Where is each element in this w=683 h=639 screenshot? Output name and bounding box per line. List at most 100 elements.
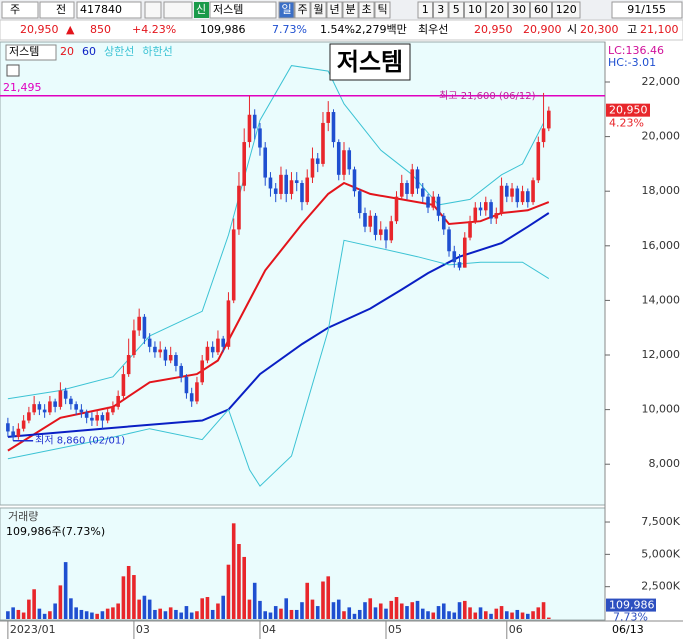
interval-button[interactable] [552,1,581,19]
candle-body [210,346,215,353]
calendar-icon[interactable] [6,64,20,77]
period-label: 틱 [377,3,387,16]
period-button[interactable] [294,1,311,19]
interval-button[interactable] [486,1,508,19]
volume-bar [410,602,415,619]
volume-bar [347,607,352,619]
volume-bar [6,611,10,619]
candle-body [6,423,10,432]
candle-body [231,229,236,301]
interval-button[interactable] [433,1,449,19]
interval-button[interactable] [508,1,530,19]
volume-bar [121,576,126,619]
candle-body [90,417,94,421]
amount: 2,279백만 [355,23,407,36]
candle-body [163,349,168,361]
candle-body [468,221,472,238]
candle-body [105,412,110,421]
candle-body [441,215,446,230]
period-button[interactable] [358,1,375,19]
interval-button[interactable] [530,1,552,19]
prev: 전 [56,3,66,16]
candle-body [48,401,52,413]
volume-bar [473,612,478,619]
period-button[interactable] [374,1,391,19]
candle-body [504,185,509,197]
candle-body [462,237,467,268]
volume-bar [200,598,204,619]
interval-button[interactable] [448,1,464,19]
candle-body [126,355,131,375]
volume-bar [237,544,241,619]
volume-bar [384,608,388,619]
candle-body [357,191,362,214]
candle-body [384,229,388,241]
volume-bar [126,565,131,619]
candle-body [389,221,394,241]
volume-bar [258,600,262,619]
volume-bar [163,611,168,619]
arrow: ▲ [66,23,75,36]
volume-bar [399,603,404,619]
volume-bar [147,599,152,619]
quote-bg [0,19,683,41]
period-label: 초 [361,3,371,16]
market-select[interactable] [1,1,39,19]
volume-bar [58,585,63,619]
code-input[interactable] [76,1,142,19]
current-change: 4.23% [609,117,644,130]
volume-bar [541,602,546,619]
volume-bar [336,599,341,619]
candle-body [111,406,115,413]
y-tick-label: 22,000 [642,75,681,88]
volume-bar [11,607,15,619]
volume-bar [420,608,425,619]
candle-body [195,382,199,402]
name-input[interactable] [209,1,277,19]
legend-series: 저스템 [9,45,39,58]
volume-bar [32,589,36,619]
volume-bar [305,582,310,619]
period-button[interactable] [342,1,359,19]
volume-bar [457,602,462,619]
search-button[interactable] [144,1,162,19]
candle-body [42,409,47,413]
volume-bar [415,600,420,619]
candle-body [268,177,273,189]
period-button[interactable] [310,1,327,19]
candle-body [37,404,42,410]
volume-bar [342,611,346,619]
interval-button[interactable] [417,1,433,19]
y-tick-label: 18,000 [642,184,681,197]
candle-body [237,185,241,230]
candle-body [21,420,26,429]
max-label: 최고 21,600 (06/12) [439,90,535,102]
candle-body [452,251,457,263]
volume-bar [525,613,530,619]
volume-bar [510,612,514,619]
high: 21,100 [640,23,679,36]
high-label: 고 [627,23,637,36]
interval-button[interactable] [464,1,486,19]
interval-label: 10 [468,3,482,16]
chart-title: 저스템 [337,48,403,76]
period-button[interactable] [326,1,343,19]
volume-bar [168,607,173,619]
volume-bar [436,606,441,619]
candle-body [95,415,99,421]
sound-button[interactable] [163,1,193,19]
candle-body [483,202,488,211]
candle-body [174,355,178,366]
candle-body [436,196,441,216]
candle-body [331,112,336,143]
period-button[interactable] [278,1,295,19]
volume-bar [79,609,84,619]
volume-bar [174,609,178,619]
candle-body [74,404,78,410]
prev-select[interactable] [39,1,75,19]
volume-bar [504,611,509,619]
volume-bar [279,608,283,619]
volume-bar [42,613,47,619]
volume-bar [111,607,115,619]
volume-bar [431,612,436,619]
